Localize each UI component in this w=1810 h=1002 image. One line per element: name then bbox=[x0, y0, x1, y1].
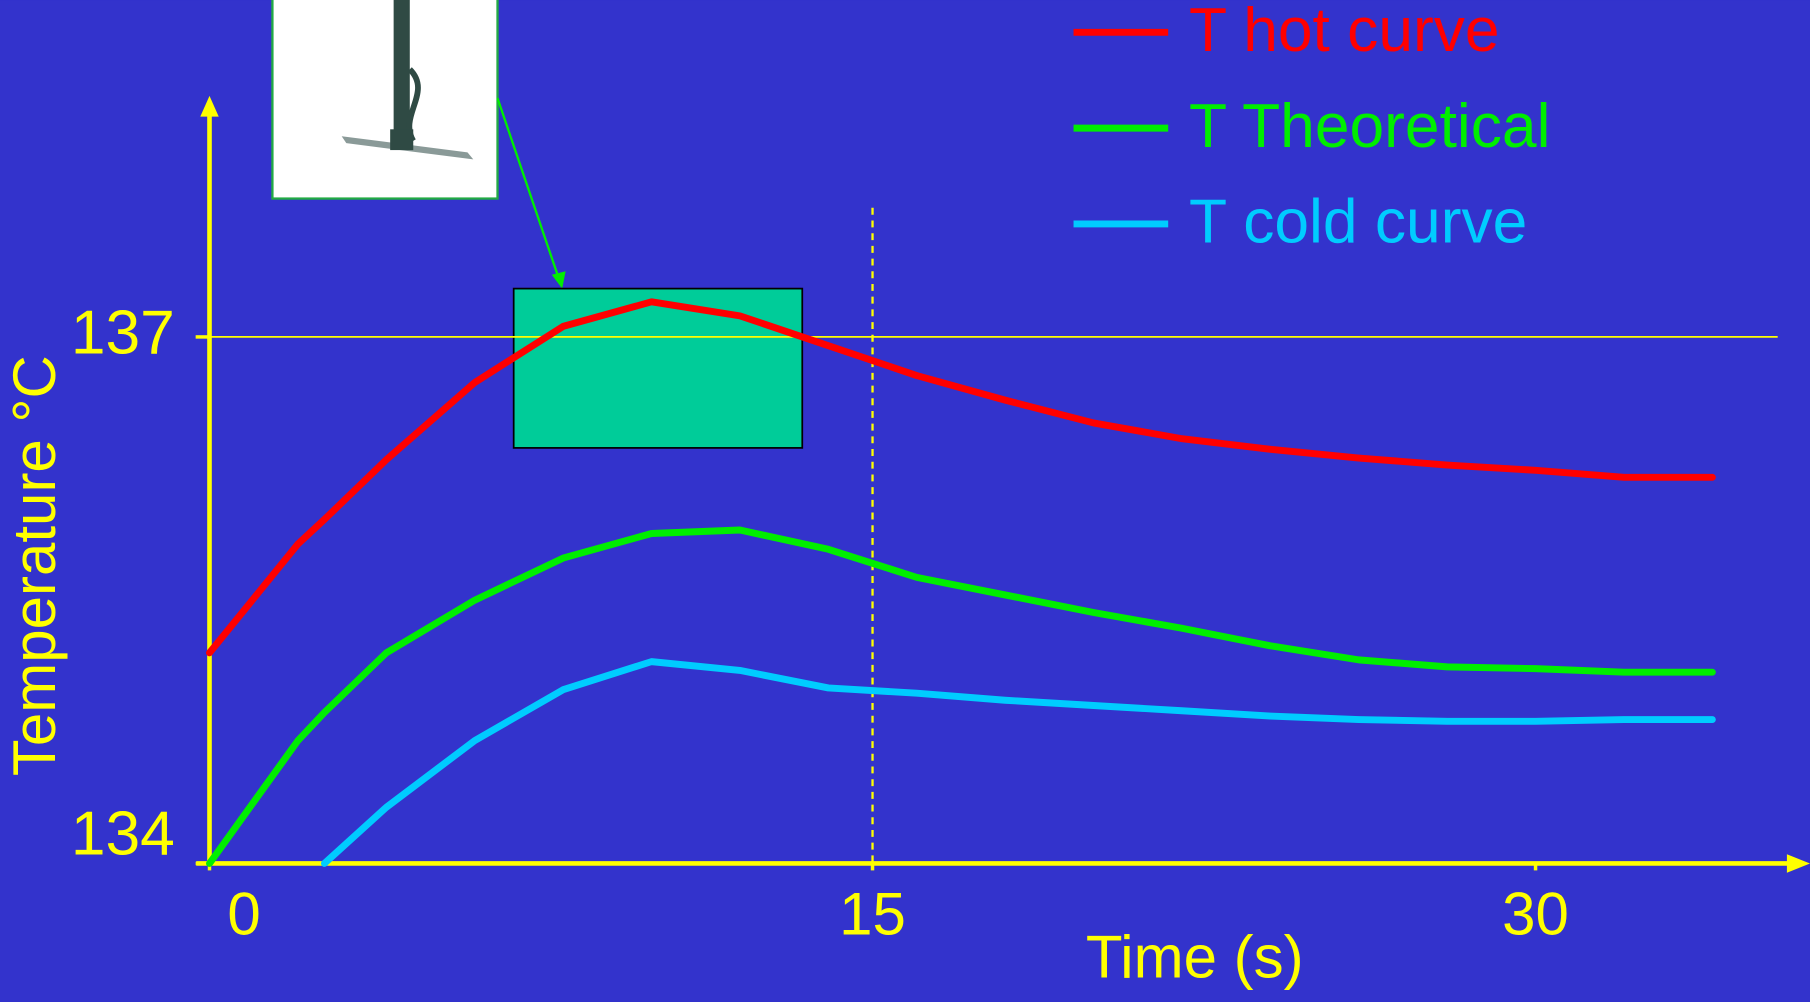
chart: Time (s) Temperature °C 134 137 0 15 30 T hot… bbox=[0, 0, 1810, 1002]
y-axis-label: Temperature °C bbox=[1, 355, 68, 776]
y-tick-label: 134 bbox=[71, 800, 175, 869]
x-tick-label: 30 bbox=[1502, 881, 1569, 948]
thumbnail bbox=[272, 0, 497, 199]
legend-label: T cold curve bbox=[1189, 188, 1527, 257]
x-tick-label: 0 bbox=[227, 881, 260, 948]
legend-label: T hot curve bbox=[1189, 0, 1500, 65]
x-tick-label: 15 bbox=[839, 881, 906, 948]
page: {"chart_data": {"type": "line", "x": [0,… bbox=[0, 0, 1810, 1002]
y-tick-label: 137 bbox=[71, 298, 175, 367]
x-axis-label: Time (s) bbox=[1086, 923, 1304, 990]
legend-label: T Theoretical bbox=[1189, 92, 1550, 161]
highlight-box bbox=[514, 289, 803, 448]
